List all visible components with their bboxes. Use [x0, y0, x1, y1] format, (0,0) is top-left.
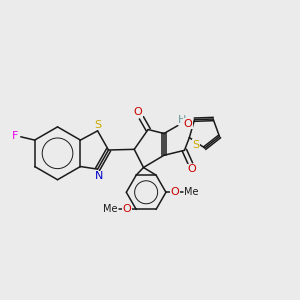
Text: S: S [192, 140, 200, 150]
Text: H: H [178, 115, 186, 124]
Text: Me: Me [184, 187, 199, 197]
Text: O: O [188, 164, 197, 175]
Text: O: O [171, 187, 180, 197]
Text: Me: Me [103, 204, 118, 214]
Text: F: F [12, 131, 18, 141]
Text: O: O [134, 107, 142, 117]
Text: O: O [123, 204, 131, 214]
Text: S: S [95, 120, 102, 130]
Text: O: O [183, 118, 192, 129]
Text: N: N [95, 171, 103, 182]
